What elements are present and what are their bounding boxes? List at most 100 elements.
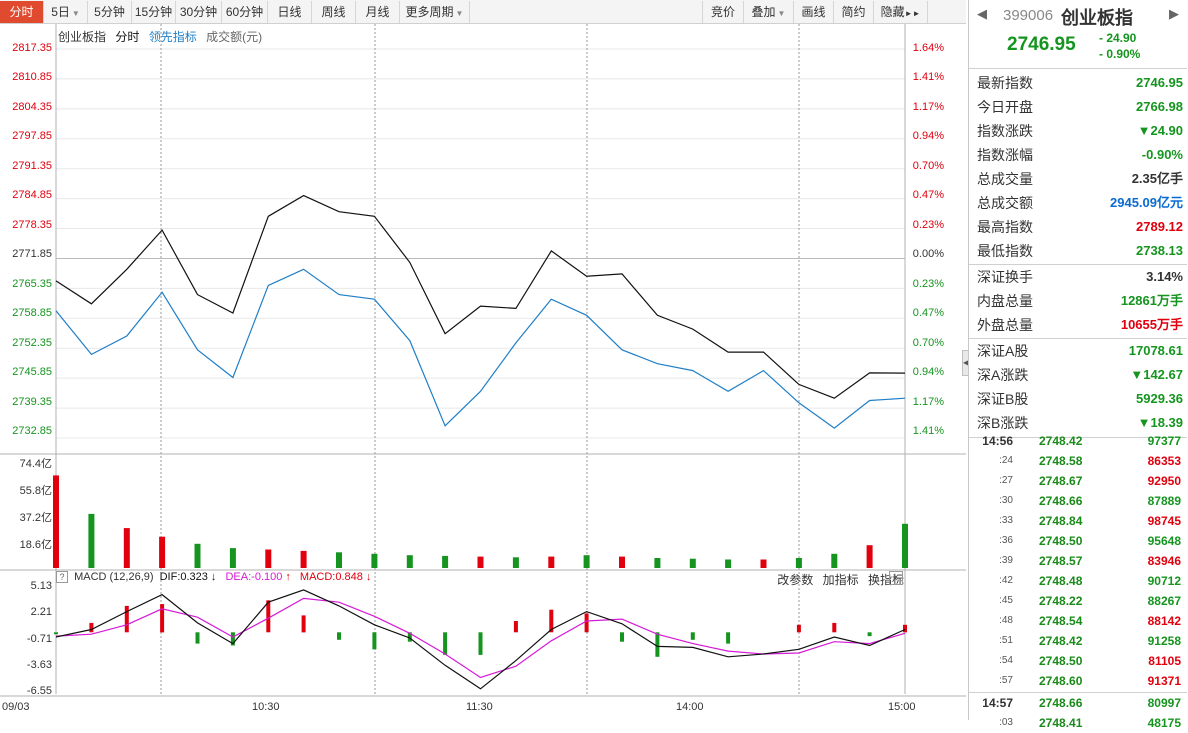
tick-price: 2748.42	[1039, 634, 1083, 648]
macd-bar	[726, 632, 731, 644]
macd-bar	[832, 622, 837, 633]
right-axis-label: 1.17%	[912, 100, 944, 113]
tick-time: 14:56	[982, 434, 1013, 448]
dif-line	[55, 589, 906, 690]
tick-price: 2748.41	[1039, 716, 1083, 730]
macd-buttons: 改参数 加指标 换指标	[771, 571, 904, 588]
tool-button-0[interactable]: 竞价	[702, 1, 744, 23]
tool-button-label: 竞价	[710, 5, 735, 19]
period-tab-2[interactable]: 5分钟	[88, 1, 132, 23]
quote-row: 最低指数 2738.13	[977, 239, 1183, 263]
divider	[969, 338, 1187, 339]
period-tab-label: 日线	[277, 5, 302, 19]
macd-close-icon[interactable]: ×	[889, 571, 903, 585]
right-axis-label: 0.23%	[912, 218, 944, 231]
tick-volume: 87889	[1147, 494, 1181, 508]
quote-row: 内盘总量 12861万手	[977, 289, 1183, 313]
right-axis-label: 0.23%	[912, 277, 944, 290]
macd-axis-label: 5.13	[30, 580, 52, 592]
quote-row: 外盘总量 10655万手	[977, 313, 1183, 337]
tick-time: 14:57	[982, 696, 1013, 710]
quote-row-label: 总成交额	[977, 195, 1033, 211]
macd-bar	[443, 632, 448, 655]
quote-row-label: 指数涨幅	[977, 147, 1033, 163]
macd-bar	[54, 632, 58, 635]
prev-stock-icon[interactable]: ◀	[977, 6, 987, 21]
tick-volume: 91258	[1147, 634, 1181, 648]
add-indicator-button[interactable]: 加指标	[822, 573, 859, 587]
index-name: 创业板指	[58, 30, 107, 44]
tick-row: :51 2748.42 91258	[969, 631, 1187, 651]
left-axis-label: 2784.85	[12, 189, 52, 202]
period-tab-7[interactable]: 周线	[312, 1, 356, 23]
vol-axis-label: 55.8亿	[19, 485, 52, 497]
right-axis-label: 0.94%	[912, 130, 944, 143]
period-tab-9[interactable]: 更多周期 ▼	[400, 1, 470, 23]
volume-bars	[53, 475, 908, 568]
macd-bar	[620, 632, 624, 642]
tick-row: :24 2748.58 86353	[969, 451, 1187, 471]
volume-bar	[88, 513, 95, 568]
period-tab-label: 5分钟	[94, 5, 125, 19]
time-axis-label: 15:00	[888, 701, 916, 713]
tool-button-3[interactable]: 简约	[834, 1, 874, 23]
chart-svg[interactable]	[0, 24, 966, 720]
tool-button-label: 叠加	[751, 5, 776, 19]
quote-row-value: 2766.98	[1136, 99, 1183, 114]
quote-row-label: 内盘总量	[977, 293, 1033, 309]
period-tab-6[interactable]: 日线	[268, 1, 312, 23]
next-stock-icon[interactable]: ▶	[1169, 6, 1179, 21]
tick-row: :45 2748.22 88267	[969, 591, 1187, 611]
left-axis-label: 2804.35	[12, 100, 52, 113]
left-axis-label: 2771.85	[12, 248, 52, 261]
period-tab-1[interactable]: 5日 ▼	[44, 1, 88, 23]
macd-settings-icon[interactable]: ?	[56, 571, 68, 583]
macd-name: MACD (12,26,9)	[74, 571, 154, 583]
quote-row-value: 17078.61	[1128, 343, 1183, 358]
divider	[969, 264, 1187, 265]
macd-value: MACD:0.848	[299, 571, 363, 583]
lead-indicator-label[interactable]: 领先指标	[148, 30, 197, 44]
quote-row-value: ▼18.39	[1137, 415, 1183, 430]
tool-button-1[interactable]: 叠加 ▼	[744, 1, 794, 23]
quote-row-value: 10655万手	[1120, 317, 1183, 332]
volume-bar	[689, 558, 696, 568]
divider	[969, 692, 1187, 693]
macd-bar	[513, 621, 518, 633]
macd-bar	[301, 615, 306, 633]
tick-price: 2748.54	[1039, 614, 1083, 628]
right-axis-label: 0.94%	[912, 366, 944, 379]
tick-row: 14:57 2748.66 80997	[969, 693, 1187, 713]
volume-bar	[795, 558, 802, 568]
left-axis-label: 2810.85	[12, 71, 52, 84]
price-change-pct: - 0.90%	[1099, 47, 1141, 61]
quote-row: 今日开盘 2766.98	[977, 95, 1183, 119]
tool-button-4[interactable]: 隐藏►►	[874, 1, 928, 23]
swap-indicator-button[interactable]: 换指标	[867, 573, 904, 587]
tick-volume: 88142	[1147, 614, 1181, 628]
lead-indicator-line	[55, 268, 906, 429]
volume-bar	[229, 548, 236, 568]
quote-row-value: 12861万手	[1120, 293, 1183, 308]
quote-row-value: 2789.12	[1136, 219, 1183, 234]
tick-volume: 90712	[1147, 574, 1181, 588]
period-tab-5[interactable]: 60分钟	[222, 1, 268, 23]
period-tab-4[interactable]: 30分钟	[176, 1, 222, 23]
quote-row: 总成交额 2945.09亿元	[977, 191, 1183, 215]
period-tab-3[interactable]: 15分钟	[132, 1, 176, 23]
period-tab-8[interactable]: 月线	[356, 1, 400, 23]
current-price: 2746.95	[1007, 34, 1076, 55]
tool-button-2[interactable]: 画线	[794, 1, 834, 23]
right-axis-label: 0.70%	[912, 159, 944, 172]
period-tab-label: 月线	[365, 5, 390, 19]
left-axis-label: 2739.35	[12, 395, 52, 408]
tick-price: 2748.66	[1039, 494, 1083, 508]
tick-volume: 92950	[1147, 474, 1181, 488]
dropdown-arrow-icon: ▼	[777, 9, 786, 18]
quote-row-value: -0.90%	[1141, 147, 1183, 162]
period-tab-0[interactable]: 分时	[0, 1, 44, 23]
change-params-button[interactable]: 改参数	[777, 573, 814, 587]
time-axis-label: 14:00	[676, 701, 704, 713]
quote-row: 深证A股 17078.61	[977, 339, 1183, 363]
tick-time: :39	[999, 555, 1013, 566]
